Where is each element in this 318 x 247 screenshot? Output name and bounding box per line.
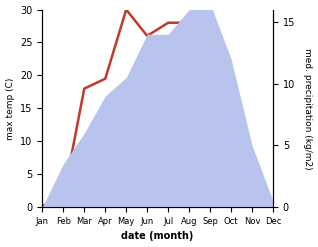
Y-axis label: max temp (C): max temp (C) [5, 77, 15, 140]
Y-axis label: med. precipitation (kg/m2): med. precipitation (kg/m2) [303, 48, 313, 169]
X-axis label: date (month): date (month) [121, 231, 194, 242]
